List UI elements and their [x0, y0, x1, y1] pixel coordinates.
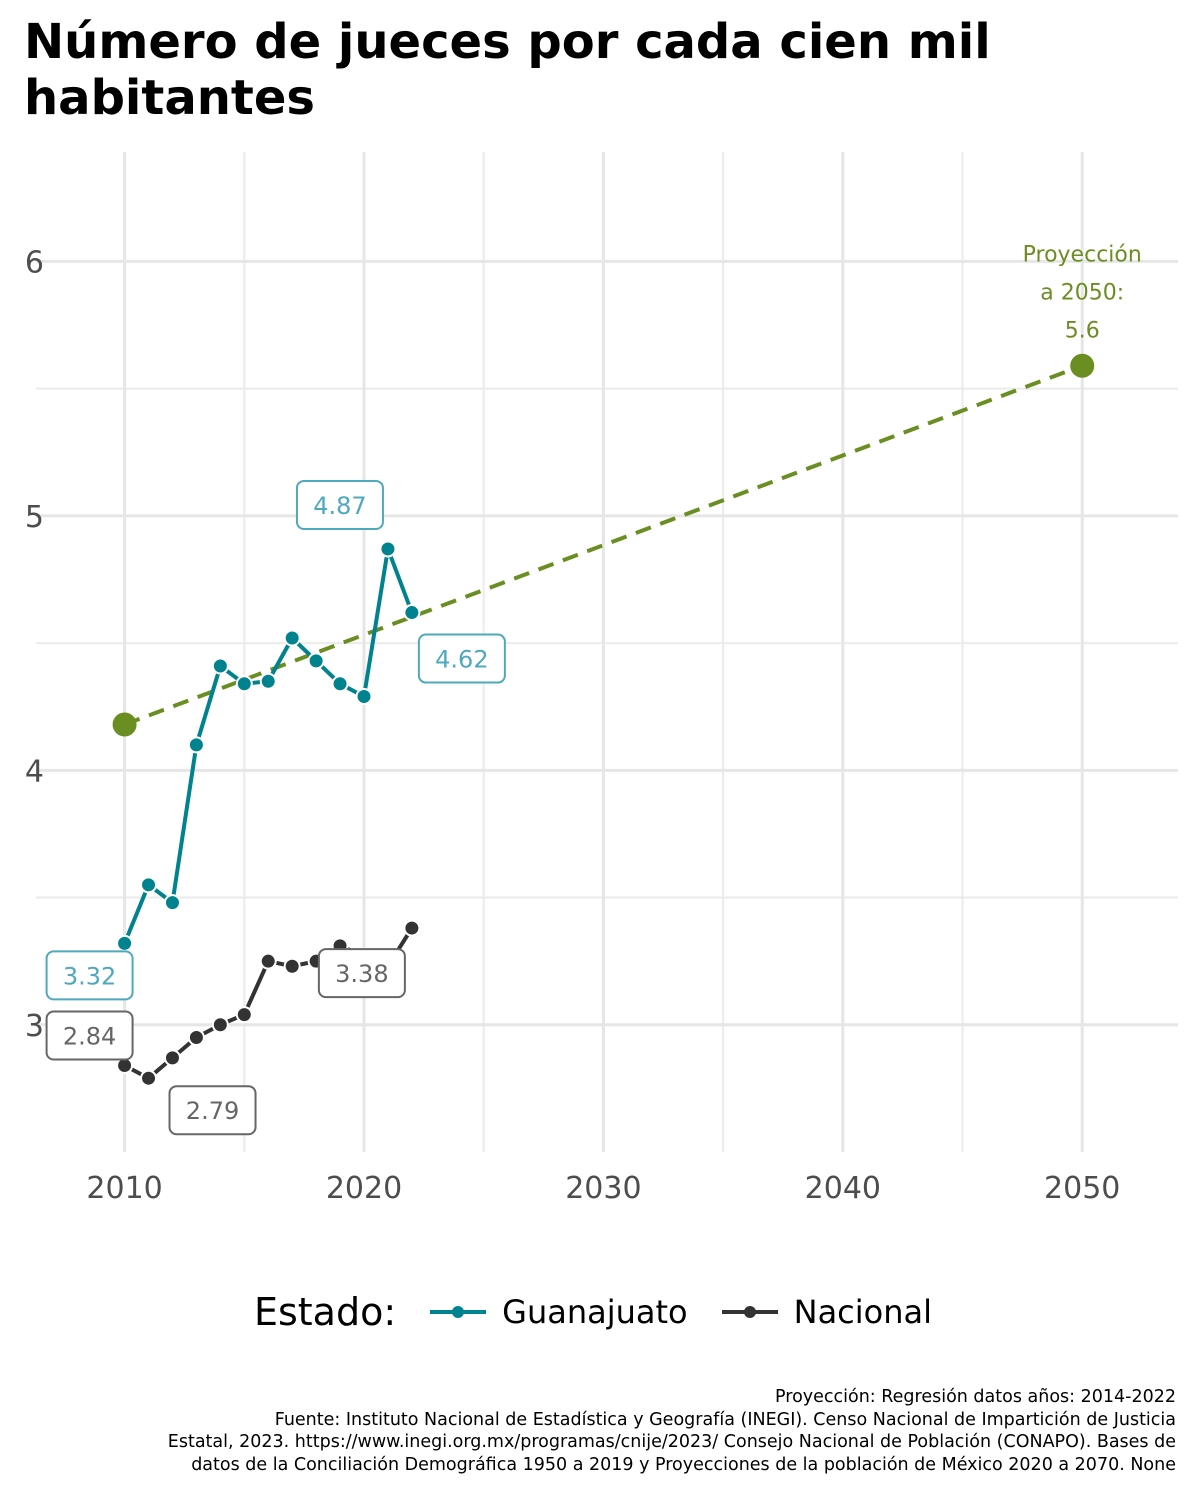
y-tick-label: 5: [25, 500, 44, 535]
y-tick-label: 3: [25, 1009, 44, 1044]
legend-title: Estado:: [253, 1290, 397, 1334]
projection-series: Proyección a 2050: 5.6: [112, 243, 1142, 737]
projection-line: [123, 363, 1083, 727]
projection-point: [112, 712, 137, 737]
point-guanajuato: [355, 688, 373, 706]
point-nacional: [259, 952, 277, 970]
grid-lines: [36, 152, 1178, 1152]
point-nacional: [283, 957, 301, 975]
point-guanajuato: [116, 934, 134, 952]
point-guanajuato: [379, 540, 397, 558]
projection-annotation: Proyección: [1023, 243, 1142, 268]
x-tick-label: 2020: [326, 1171, 402, 1206]
series-line-guanajuato: [122, 546, 414, 945]
chart-title: Número de jueces por cada cien mil habit…: [24, 14, 991, 126]
legend: Estado: Guanajuato Nacional: [0, 1285, 1200, 1339]
point-nacional: [235, 1006, 253, 1024]
point-nacional: [403, 919, 421, 937]
data-label: 4.87: [313, 492, 366, 520]
axis-tick-labels: 2010 2020 2030 2040 2050 3 4 5 6: [25, 245, 1121, 1206]
caption: Proyección: Regresión datos años: 2014-2…: [26, 1386, 1176, 1476]
data-label: 3.38: [335, 960, 388, 988]
data-label: 2.79: [186, 1097, 239, 1125]
point-guanajuato: [163, 894, 181, 912]
point-guanajuato: [235, 675, 253, 693]
data-label-box: [295, 479, 384, 530]
y-tick-label: 4: [25, 754, 44, 789]
legend-label-nacional: Nacional: [793, 1293, 933, 1331]
x-tick-label: 2030: [565, 1171, 641, 1206]
point-guanajuato: [187, 736, 205, 754]
legend-key-guanajuato: [430, 1306, 487, 1318]
point-guanajuato: [140, 876, 158, 894]
x-tick-label: 2040: [805, 1171, 881, 1206]
y-tick-label: 6: [25, 245, 44, 280]
caption-line-source-1: Fuente: Instituto Nacional de Estadístic…: [274, 1409, 1176, 1430]
caption-line-source-2: Estatal, 2023. https://www.inegi.org.mx/…: [167, 1432, 1176, 1452]
x-tick-label: 2050: [1044, 1171, 1120, 1206]
data-label: 2.84: [63, 1022, 116, 1050]
caption-line-projection: Proyección: Regresión datos años: 2014-2…: [775, 1387, 1176, 1407]
point-guanajuato: [331, 675, 349, 693]
legend-key-nacional: [721, 1306, 778, 1318]
x-tick-label: 2010: [86, 1171, 162, 1206]
data-label: 3.32: [63, 962, 116, 990]
data-label-box: [168, 1085, 257, 1136]
point-guanajuato: [259, 672, 277, 690]
point-nacional: [140, 1069, 158, 1087]
point-nacional: [163, 1049, 181, 1067]
data-label-box: [417, 633, 506, 684]
projection-annotation: a 2050:: [1040, 281, 1124, 306]
legend-item-nacional: Nacional: [720, 1293, 932, 1331]
point-nacional: [211, 1016, 229, 1034]
data-label-box: [317, 948, 406, 999]
data-label-box: [45, 950, 134, 1001]
data-labels: 3.32 4.87 4.62 2.84 2.79 3.38: [45, 479, 506, 1136]
legend-item-guanajuato: Guanajuato: [428, 1293, 688, 1331]
point-guanajuato: [307, 652, 325, 670]
point-guanajuato: [211, 657, 229, 675]
point-nacional: [187, 1028, 205, 1046]
caption-line-source-3: datos de la Conciliación Demográfica 195…: [191, 1454, 1176, 1475]
point-guanajuato: [403, 604, 421, 622]
data-series: [116, 540, 421, 1087]
data-label-box: [45, 1010, 134, 1061]
projection-point: [1070, 353, 1095, 378]
point-guanajuato: [283, 629, 301, 647]
projection-annotation: 5.6: [1065, 319, 1100, 344]
legend-label-guanajuato: Guanajuato: [502, 1293, 688, 1331]
data-label: 4.62: [435, 646, 488, 674]
